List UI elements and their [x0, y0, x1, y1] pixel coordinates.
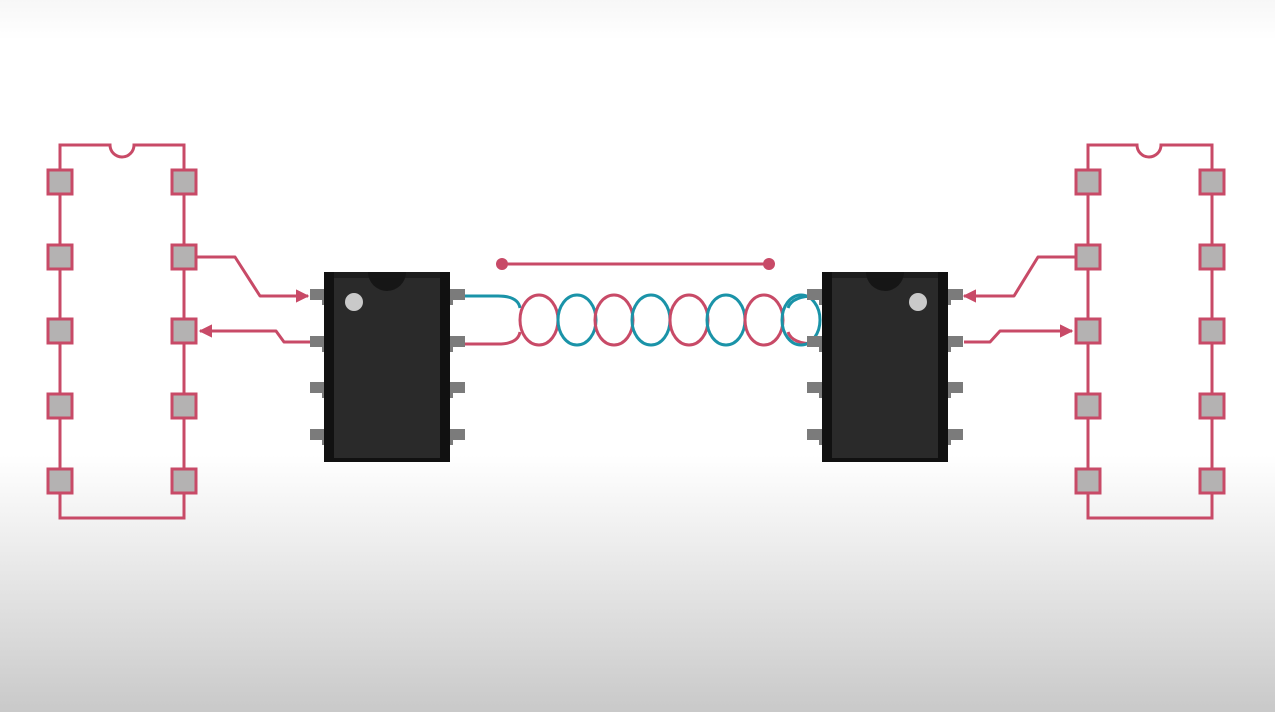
left-ic-footprint [46, 143, 198, 520]
twist-loop [668, 293, 710, 347]
footprint-pad [1198, 317, 1226, 345]
footprint-pad [170, 243, 198, 271]
footprint-pad [1198, 467, 1226, 495]
footprint-pad [1074, 392, 1102, 420]
left-footprint-pads [46, 168, 198, 495]
signal-arrow-right-in [962, 255, 1076, 303]
footprint-pad [170, 168, 198, 196]
signal-arrow-left-in [196, 255, 310, 303]
footprint-pad [1198, 243, 1226, 271]
right-chip [807, 272, 963, 462]
twisted-pair-lead-teal-left [460, 294, 522, 309]
twisted-pair-lead-pink-left [460, 331, 522, 346]
right-footprint-pads [1074, 168, 1226, 495]
twist-loop [593, 293, 635, 347]
footprint-pad [1074, 243, 1102, 271]
footprint-pad [170, 467, 198, 495]
right-chip-notch [866, 272, 904, 291]
range-marker [496, 258, 775, 270]
range-marker-start-dot [496, 258, 508, 270]
twist-loop [705, 293, 747, 347]
footprint-pad [1074, 168, 1102, 196]
left-chip-notch [368, 272, 406, 291]
signal-arrow-right-out [964, 324, 1074, 344]
range-marker-end-dot [763, 258, 775, 270]
twist-loop [518, 293, 560, 347]
footprint-pad [170, 317, 198, 345]
right-ic-footprint [1074, 143, 1226, 520]
twist-loop [780, 293, 822, 347]
footprint-pad [46, 243, 74, 271]
footprint-pad [46, 392, 74, 420]
left-footprint-outline [58, 143, 186, 520]
footprint-pad [1198, 392, 1226, 420]
footprint-pad [1198, 168, 1226, 196]
signal-arrows [196, 255, 1076, 344]
footprint-pad [1074, 317, 1102, 345]
left-chip [310, 272, 465, 462]
footprint-pad [46, 168, 74, 196]
twist-loop [556, 293, 598, 347]
footprint-pad [170, 392, 198, 420]
twist-loop [630, 293, 672, 347]
footprint-pad [46, 317, 74, 345]
right-chip-pin1-dot [909, 293, 927, 311]
left-chip-pin1-dot [345, 293, 363, 311]
footprint-pad [1074, 467, 1102, 495]
footprint-pad [46, 467, 74, 495]
right-footprint-outline [1086, 143, 1214, 520]
signal-arrow-left-out [198, 324, 310, 344]
twisted-pair [460, 293, 822, 347]
twist-loop [743, 293, 785, 347]
